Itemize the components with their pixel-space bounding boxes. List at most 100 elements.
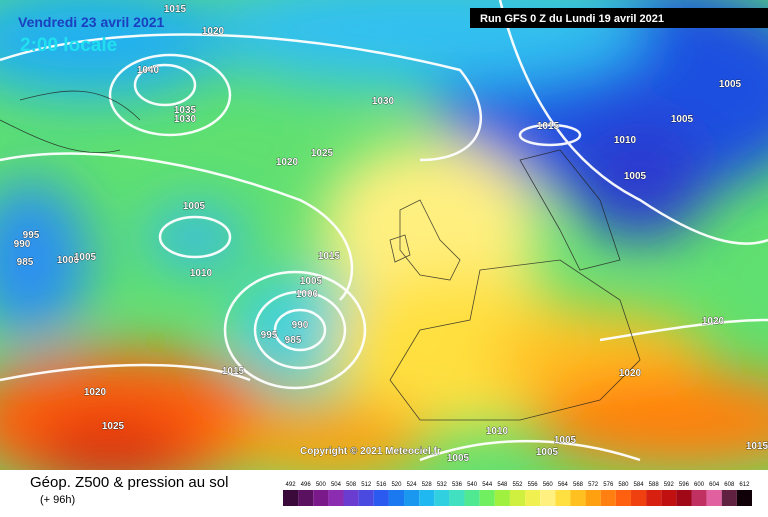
isobar-label: 1020 (84, 387, 107, 398)
scale-label: 524 (407, 482, 418, 488)
isobar-label: 990 (292, 320, 309, 331)
isobar-label: 985 (285, 335, 302, 346)
isobar-label: 1015 (537, 121, 560, 132)
isobar-label: 1005 (554, 435, 577, 446)
isobar-label: 1005 (447, 453, 470, 464)
isobar-label: 1015 (318, 251, 341, 262)
isobar-label: 1005 (719, 79, 742, 90)
scale-label: 496 (301, 482, 312, 488)
scale-label: 580 (618, 482, 629, 488)
scale-label: 600 (694, 482, 705, 488)
footer-lead: (+ 96h) (40, 494, 75, 506)
isobar-label: 985 (17, 257, 34, 268)
scale-label: 572 (588, 482, 599, 488)
scale-swatch (691, 490, 707, 506)
isobar-label: 990 (14, 239, 31, 250)
isobar-label: 1010 (190, 268, 213, 279)
isobar-label: 1005 (183, 201, 206, 212)
scale-label: 564 (558, 482, 569, 488)
isobar-label: 1015 (222, 366, 245, 377)
scale-swatch (585, 490, 601, 506)
scale-label: 556 (528, 482, 539, 488)
scale-swatch (570, 490, 586, 506)
scale-swatch (706, 490, 722, 506)
isobar-label: 1040 (137, 65, 160, 76)
isobar-label: 1020 (202, 26, 225, 37)
isobar-label: 1000 (57, 255, 80, 266)
isobar-label: 1025 (102, 421, 125, 432)
scale-label: 508 (346, 482, 357, 488)
field (0, 0, 768, 470)
isobar-label: 1020 (702, 316, 725, 327)
scale-swatch (630, 490, 647, 506)
scale-label: 584 (634, 482, 645, 488)
isobar-label: 1005 (671, 114, 694, 125)
isobar-label: 1015 (746, 441, 768, 452)
isobar-label: 1015 (164, 4, 187, 15)
scale-label: 608 (724, 482, 735, 488)
scale-swatch (676, 490, 692, 506)
scale-label: 532 (437, 482, 448, 488)
scale-label: 604 (709, 482, 720, 488)
scale-label: 512 (361, 482, 372, 488)
isobar-label: 1035 (174, 105, 197, 116)
scale-swatch (646, 490, 662, 506)
scale-swatch (373, 490, 389, 506)
scale-swatch (615, 490, 631, 506)
run-label: Run GFS 0 Z du Lundi 19 avril 2021 (480, 13, 664, 25)
isobar-label: 1020 (619, 368, 642, 379)
isobar-label: 1030 (372, 96, 395, 107)
scale-swatch (434, 490, 450, 506)
scale-swatch (540, 490, 556, 506)
scale-swatch (509, 490, 526, 506)
scale-label: 548 (497, 482, 508, 488)
scale-label: 588 (649, 482, 660, 488)
scale-label: 536 (452, 482, 463, 488)
color-scale: 492 496 500 504 508 512 516 520 524 528 532 536 540 5… (283, 482, 752, 506)
scale-swatch (419, 490, 435, 506)
scale-swatch (313, 490, 329, 506)
isobar-label: 1025 (311, 148, 334, 159)
isobar-label: 1005 (300, 276, 323, 287)
scale-label: 552 (512, 482, 523, 488)
scale-swatch (721, 490, 737, 506)
isobar-label: 995 (23, 230, 40, 241)
isobar-label: 1020 (276, 157, 299, 168)
scale-label: 528 (422, 482, 433, 488)
scale-label: 492 (286, 482, 297, 488)
scale-swatch (283, 490, 299, 506)
scale-swatch (298, 490, 314, 506)
scale-swatch (464, 490, 480, 506)
time-label: 2:00 locale (20, 35, 117, 56)
footer-title: Géop. Z500 & pression au sol (30, 474, 228, 491)
scale-swatch (388, 490, 405, 506)
scale-swatch (600, 490, 616, 506)
scale-swatch (358, 490, 374, 506)
scale-swatch (661, 490, 677, 506)
scale-swatch (328, 490, 344, 506)
scale-label: 520 (391, 482, 402, 488)
copyright: Copyright © 2021 Meteociel.fr (300, 446, 441, 457)
isobar-label: 1005 (624, 171, 647, 182)
isobar-label: 1000 (296, 289, 319, 300)
scale-swatch (736, 490, 752, 506)
scale-swatch (404, 490, 420, 506)
scale-label: 500 (316, 482, 327, 488)
scale-swatch (555, 490, 571, 506)
scale-label: 568 (573, 482, 584, 488)
scale-label: 504 (331, 482, 342, 488)
isobar-label: 1030 (174, 114, 197, 125)
scale-swatch (525, 490, 541, 506)
isobar-label: 1010 (486, 426, 509, 437)
scale-label: 516 (376, 482, 387, 488)
scale-label: 540 (467, 482, 478, 488)
isobar-label: 1010 (614, 135, 637, 146)
scale-swatch (343, 490, 359, 506)
run-box (470, 8, 768, 28)
scale-label: 544 (482, 482, 493, 488)
isobar-label: 1005 (74, 252, 97, 263)
scale-label: 560 (543, 482, 554, 488)
date-label: Vendredi 23 avril 2021 (18, 14, 165, 30)
scale-label: 612 (739, 482, 750, 488)
